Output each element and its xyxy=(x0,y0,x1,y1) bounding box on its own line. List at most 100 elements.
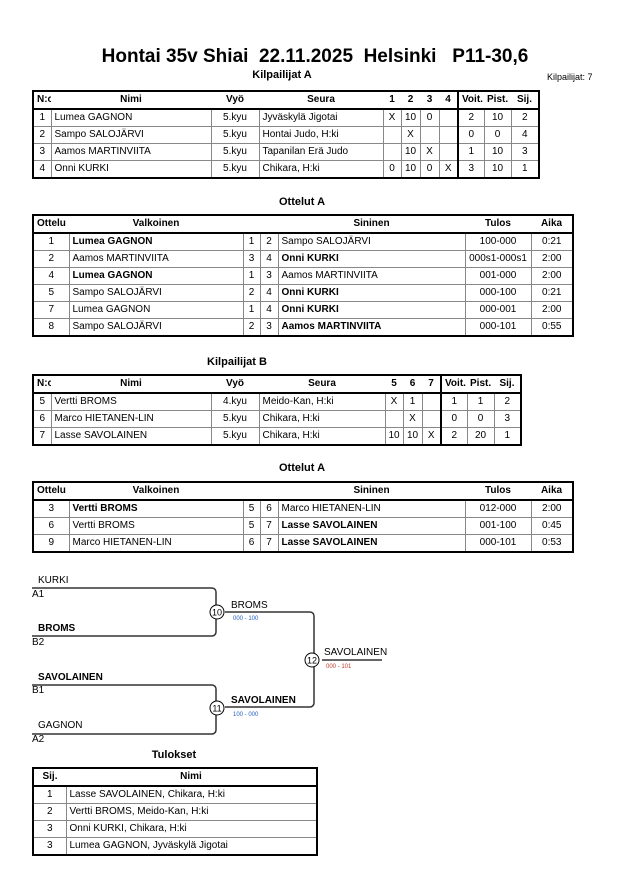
column-header: Nimi xyxy=(51,91,211,110)
table-cell: 2 xyxy=(440,427,468,446)
table-row: 4 Lumea GAGNON 1 3 Aamos MARTINVIITA 001-000 2… xyxy=(32,267,574,285)
column-header xyxy=(260,482,278,501)
bracket-entry-seed: B1 xyxy=(32,685,45,696)
table-cell: 000-101 xyxy=(464,318,532,337)
table-cell: Lumea GAGNON, Jyväskylä Jigotai xyxy=(65,837,318,856)
table-cell: 1 xyxy=(493,427,522,446)
table-cell: Aamos MARTINVIITA xyxy=(50,143,212,161)
table-row: 3 Lumea GAGNON, Jyväskylä Jigotai xyxy=(32,837,318,856)
table-cell: 3 xyxy=(493,410,522,428)
table-cell: 4 xyxy=(259,301,279,319)
table-row: 2 Vertti BROMS, Meido-Kan, H:ki xyxy=(32,803,318,821)
pool-a-heading: Kilpailijat A xyxy=(252,69,312,81)
header-row: Ottelu Valkoinen Sininen Tulos Aika xyxy=(33,482,573,501)
column-header: Nimi xyxy=(66,768,317,787)
competitor-count: Kilpailijat: 7 xyxy=(547,72,593,82)
match-circle xyxy=(209,604,225,620)
table-cell: Chikara, H:ki xyxy=(258,410,386,428)
table-cell: Chikara, H:ki xyxy=(258,160,384,179)
column-header: N:o xyxy=(33,91,51,110)
column-header: 1 xyxy=(383,91,401,110)
table-row: 2 Sampo SALOJÄRVI 5.kyu Hontai Judo, H:ki X 0… xyxy=(32,126,540,144)
page-title: Hontai 35v Shiai 22.11.2025 Helsinki P11… xyxy=(101,46,529,67)
column-header: Nimi xyxy=(51,375,211,394)
column-header: 7 xyxy=(422,375,441,394)
column-header: Sininen xyxy=(278,482,465,501)
table-row: 2 Aamos MARTINVIITA 3 4 Onni KURKI 000s1-000s… xyxy=(32,250,574,268)
column-header: Pist. xyxy=(484,91,511,110)
bracket-line xyxy=(225,611,315,708)
column-header: Valkoinen xyxy=(69,215,243,234)
column-header: 5 xyxy=(385,375,403,394)
header-row: N:oNimiVyöSeura1234Voit.Pist.Sij. xyxy=(33,91,539,110)
table-row: 3 Vertti BROMS 5 6 Marco HIETANEN-LIN 012-000… xyxy=(32,499,574,518)
column-header: Pist. xyxy=(467,375,494,394)
match-circle xyxy=(304,652,320,668)
table-cell: 1 xyxy=(32,785,67,804)
column-header: Voit. xyxy=(440,375,467,394)
match-circle xyxy=(209,700,225,716)
table-row: 7 Lasse SAVOLAINEN 5.kyu Chikara, H:ki 10 10 X… xyxy=(32,427,522,446)
semi-score: 000 - 100 xyxy=(233,616,259,622)
table-cell: 9 xyxy=(32,534,70,553)
table-cell: 3 xyxy=(32,837,67,856)
column-header: Sij. xyxy=(511,91,539,110)
semi-score: 100 - 000 xyxy=(233,712,259,718)
match-number: 10 xyxy=(212,608,222,618)
table-cell: Onni KURKI xyxy=(277,301,466,319)
column-header: 4 xyxy=(439,91,458,110)
column-header: Tulos xyxy=(465,482,531,501)
table-cell: 3 xyxy=(32,820,67,838)
bracket-entry-name: BROMS xyxy=(38,623,76,634)
table-cell: Vertti BROMS, Meido-Kan, H:ki xyxy=(65,803,318,821)
column-header: Aika xyxy=(531,482,573,501)
results-heading: Tulokset xyxy=(151,749,197,761)
table-row: 6 Marco HIETANEN-LIN 5.kyu Chikara, H:ki X 0 0… xyxy=(32,410,522,428)
table-cell: 2 xyxy=(32,803,67,821)
table-cell: 2:00 xyxy=(530,301,574,319)
column-header: Ottelu xyxy=(33,482,69,501)
column-header: Vyö xyxy=(211,375,259,394)
table-cell: 0:55 xyxy=(530,318,574,337)
pool-a-table: N:oNimiVyöSeura1234Voit.Pist.Sij.1Lumea … xyxy=(32,90,540,179)
table-row: 5 Sampo SALOJÄRVI 2 4 Onni KURKI 000-100 0:21 xyxy=(32,284,574,302)
pool-b-heading: Kilpailijat B xyxy=(207,356,267,368)
match-number: 12 xyxy=(307,656,317,666)
table-cell: Lasse SAVOLAINEN, Chikara, H:ki xyxy=(65,785,318,804)
table-row: 9 Marco HIETANEN-LIN 6 7 Lasse SAVOLAINEN 000… xyxy=(32,534,574,553)
table-cell: 0:53 xyxy=(530,534,574,553)
table-cell: 0 xyxy=(440,410,468,428)
bracket-entry-seed: A1 xyxy=(32,589,45,600)
bracket-entry-name: SAVOLAINEN xyxy=(38,672,103,683)
pool-b-table: N:oNimiVyöSeura567Voit.Pist.Sij.5Vertti … xyxy=(32,374,522,446)
final-score: 000 - 101 xyxy=(326,664,352,670)
table-cell: 3 xyxy=(259,318,279,337)
column-header: Vyö xyxy=(211,91,259,110)
table-row: 3 Aamos MARTINVIITA 5.kyu Tapanilan Erä Jud… xyxy=(32,143,540,161)
table-cell: 2 xyxy=(493,392,522,411)
header-row: Ottelu Valkoinen Sininen Tulos Aika xyxy=(33,215,573,234)
table-row: 3 Onni KURKI, Chikara, H:ki xyxy=(32,820,318,838)
semi-winner: SAVOLAINEN xyxy=(231,695,296,706)
table-cell: 3 xyxy=(510,143,540,161)
column-header xyxy=(243,482,260,501)
table-cell: Lasse SAVOLAINEN xyxy=(50,427,212,446)
table-row: 8 Sampo SALOJÄRVI 2 3 Aamos MARTINVIITA 000-1… xyxy=(32,318,574,337)
table-cell: 0 xyxy=(382,160,402,179)
matches-b-table: Ottelu Valkoinen Sininen Tulos Aika 3 Vertti B… xyxy=(32,481,574,553)
table-row: 6 Vertti BROMS 5 7 Lasse SAVOLAINEN 001-100 0:… xyxy=(32,517,574,535)
semi-winner: BROMS xyxy=(231,600,268,611)
column-header: Sij. xyxy=(494,375,521,394)
final-winner: SAVOLAINEN xyxy=(324,647,387,658)
table-row: 4 Onni KURKI 5.kyu Chikara, H:ki 0 10 0 X 3 10 1 xyxy=(32,160,540,179)
column-header: N:o xyxy=(33,375,51,394)
column-header: Sij. xyxy=(33,768,66,787)
table-cell: 0:45 xyxy=(530,517,574,535)
column-header: Seura xyxy=(259,375,385,394)
header-row: Sij. Nimi xyxy=(33,768,317,787)
column-header: 2 xyxy=(401,91,420,110)
column-header: Aika xyxy=(531,215,573,234)
table-cell: Aamos MARTINVIITA xyxy=(277,318,466,337)
bracket-entry-seed: A2 xyxy=(32,734,45,745)
bracket-entry-name: KURKI xyxy=(38,575,69,586)
